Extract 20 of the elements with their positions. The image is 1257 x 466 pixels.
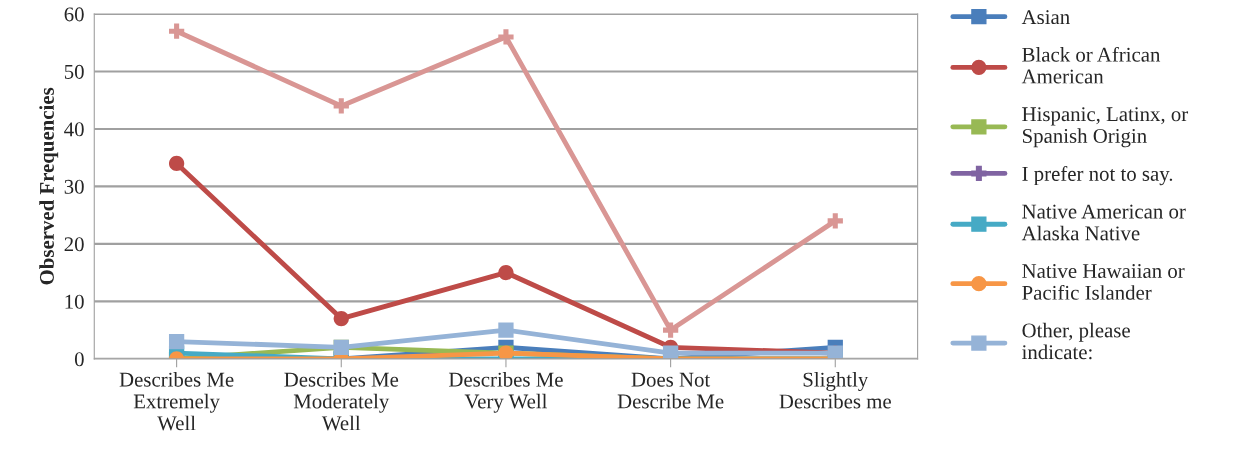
x-tick-label: Describes Me Very Well — [448, 372, 563, 413]
y-tick-label: 50 — [64, 64, 84, 79]
y-tick-label: 10 — [65, 294, 84, 309]
x-tick-label: Slightly Describes me — [779, 372, 891, 409]
y-tick-label: 30 — [64, 179, 84, 194]
legend-label: I prefer not to say. — [1022, 166, 1173, 186]
legend-label: Black or African American — [1021, 46, 1161, 84]
legend-label: Hispanic, Latinx, or Spanish Origin — [1022, 107, 1189, 148]
legend-label: Asian — [1021, 10, 1070, 25]
y-axis-title: Observed Frequencies — [39, 87, 59, 285]
x-tick-label: Describes Me Extremely Well — [119, 372, 234, 431]
legend-label: Native Hawaiian or Pacific Islander — [1022, 264, 1185, 300]
y-tick-label: 20 — [64, 237, 84, 252]
legend-label: Native American or Alaska Native — [1021, 204, 1186, 241]
x-tick-label: Describes Me Moderately Well — [284, 372, 399, 431]
x-tick-label: Does Not Describe Me — [617, 372, 724, 409]
legend-label: Other, please indicate: — [1022, 322, 1130, 360]
y-tick-label: 60 — [64, 7, 84, 22]
y-tick-label: 40 — [64, 122, 84, 137]
y-tick-label: 0 — [74, 352, 84, 367]
